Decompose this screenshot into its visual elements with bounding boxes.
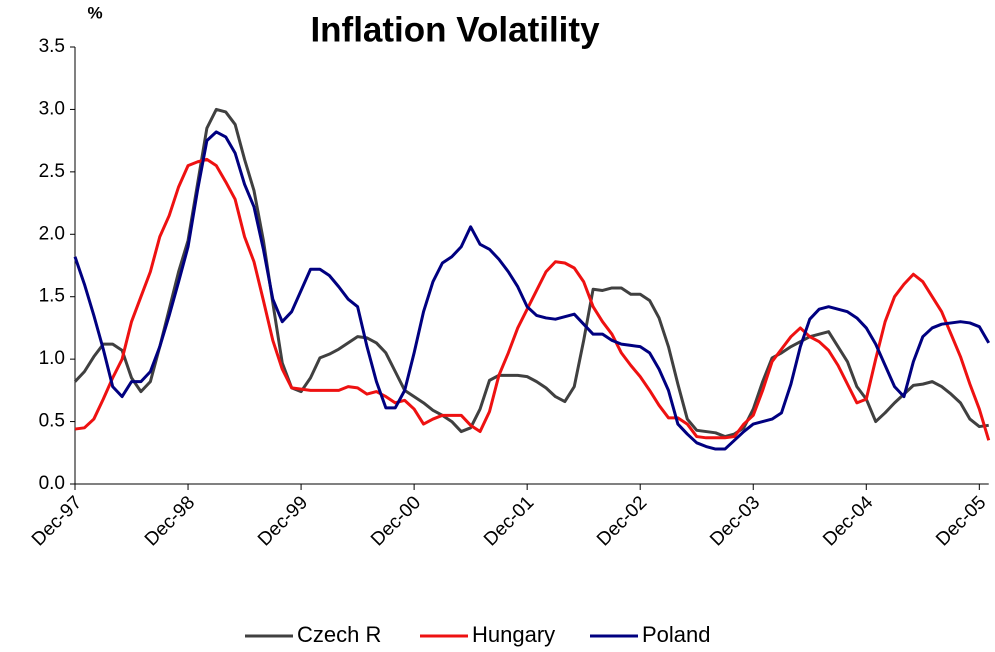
y-tick-label: 3.0 <box>39 98 65 119</box>
y-tick-label: 2.5 <box>39 161 65 182</box>
legend-item: Hungary <box>420 622 555 647</box>
y-tick-label: 1.5 <box>39 286 65 307</box>
y-tick-label: 0.5 <box>39 411 65 432</box>
series-line <box>73 107 989 439</box>
x-tick-label: Dec-99 <box>254 492 312 550</box>
legend-item: Poland <box>590 622 711 647</box>
x-tick-label: Dec-00 <box>367 492 425 550</box>
legend-item: Czech R <box>245 622 381 647</box>
series-line <box>73 130 991 451</box>
x-tick-label: Dec-05 <box>932 492 990 550</box>
y-tick-label: 1.0 <box>39 348 65 369</box>
y-tick-label: 0.0 <box>39 473 65 494</box>
y-tick-label: 3.5 <box>39 36 65 57</box>
y-tick-label: 2.0 <box>39 223 65 244</box>
legend-label: Hungary <box>472 622 555 647</box>
x-tick-label: Dec-97 <box>28 492 86 550</box>
x-tick-label: Dec-02 <box>593 492 651 550</box>
x-tick-label: Dec-04 <box>819 492 877 550</box>
y-axis-label: % <box>87 3 102 22</box>
legend-label: Czech R <box>297 622 381 647</box>
x-tick-label: Dec-98 <box>141 492 199 550</box>
legend-label: Poland <box>642 622 711 647</box>
x-tick-label: Dec-01 <box>480 492 538 550</box>
series-line <box>74 157 991 441</box>
x-tick-label: Dec-03 <box>706 492 764 550</box>
chart-title: Inflation Volatility <box>310 10 600 49</box>
